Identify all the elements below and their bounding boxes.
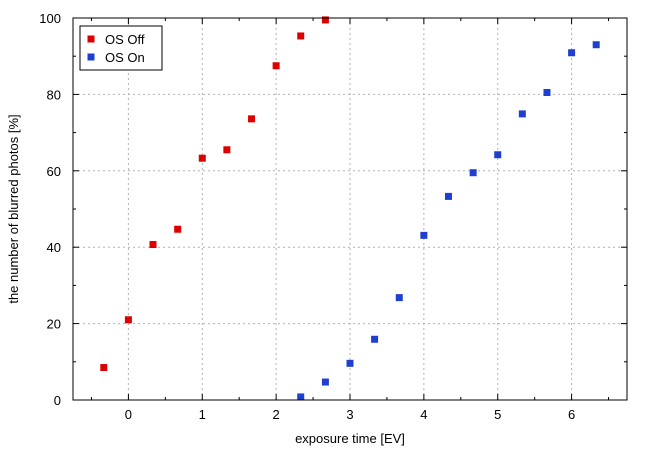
x-tick-label: 2 xyxy=(273,407,280,422)
x-tick-label: 0 xyxy=(125,407,132,422)
x-tick-label: 6 xyxy=(568,407,575,422)
data-point xyxy=(321,378,329,386)
data-point xyxy=(321,16,329,24)
legend-entry-os-on: OS On xyxy=(105,50,145,65)
legend-entry-os-off: OS Off xyxy=(105,32,145,47)
data-point xyxy=(297,393,305,401)
x-tick-label: 3 xyxy=(346,407,353,422)
data-point xyxy=(248,115,256,123)
data-point xyxy=(272,62,280,70)
x-tick-label: 5 xyxy=(494,407,501,422)
series-os-on xyxy=(297,41,600,401)
legend-box xyxy=(79,25,163,71)
data-point xyxy=(149,241,157,249)
legend-marker-os-off xyxy=(87,35,95,43)
legend: OS Off OS On xyxy=(79,25,163,71)
data-point xyxy=(346,359,354,367)
data-point xyxy=(444,192,452,200)
data-point xyxy=(469,169,477,177)
y-tick-label: 40 xyxy=(47,240,61,255)
y-axis-label: the number of blurred photos [%] xyxy=(6,114,21,303)
series-os-off xyxy=(100,16,329,372)
legend-marker-os-on xyxy=(87,53,95,61)
data-point xyxy=(371,335,379,343)
y-tick-label: 0 xyxy=(54,393,61,408)
data-point xyxy=(297,32,305,40)
data-points xyxy=(100,16,600,401)
data-point xyxy=(100,364,108,372)
y-tick-label: 80 xyxy=(47,87,61,102)
data-point xyxy=(420,231,428,239)
y-tick-label: 60 xyxy=(47,164,61,179)
grid xyxy=(73,17,627,401)
data-point xyxy=(223,146,231,154)
y-tick-label: 100 xyxy=(39,11,61,26)
data-point xyxy=(124,316,132,324)
data-point xyxy=(198,154,206,162)
data-point xyxy=(395,294,403,302)
x-axis-label: exposure time [EV] xyxy=(295,431,405,446)
x-tick-label: 4 xyxy=(420,407,427,422)
data-point xyxy=(518,110,526,118)
data-point xyxy=(568,49,576,57)
data-point xyxy=(494,151,502,159)
data-point xyxy=(543,88,551,96)
plot-frame xyxy=(72,17,628,401)
x-tick-label: 1 xyxy=(199,407,206,422)
data-point xyxy=(174,225,182,233)
y-tick-label: 20 xyxy=(47,317,61,332)
data-point xyxy=(592,41,600,49)
